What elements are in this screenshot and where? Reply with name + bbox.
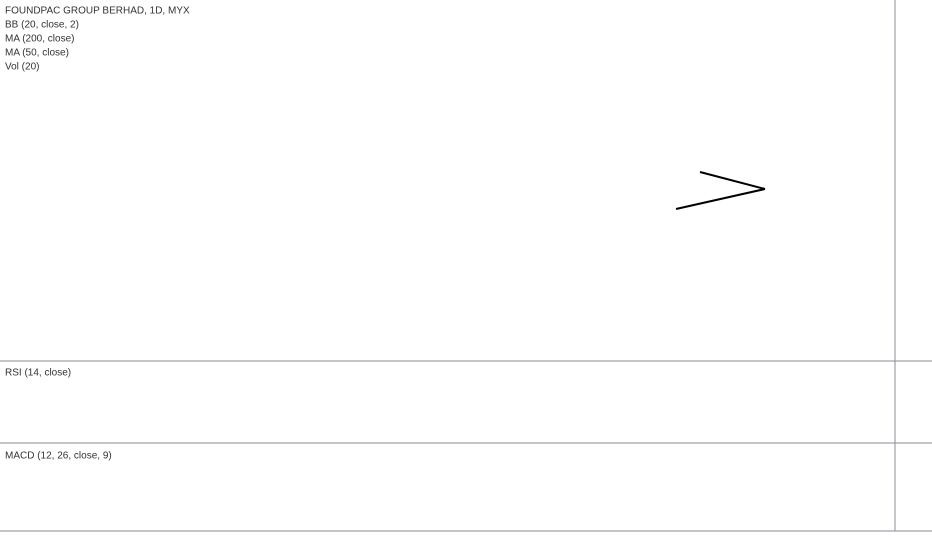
legend-entry: RSI (14, close): [5, 368, 71, 379]
legend-entry: MACD (12, 26, close, 9): [5, 451, 112, 462]
overlay-layer: FOUNDPAC GROUP BERHAD, 1D, MYX BB (20, c…: [0, 0, 932, 532]
pattern-line: [699, 171, 766, 190]
legend-entry: MA (50, close): [5, 48, 69, 59]
legend-entry: Vol (20): [5, 62, 39, 73]
legend-entry: BB (20, close, 2): [5, 20, 79, 31]
legend-entry: MA (200, close): [5, 34, 74, 45]
pattern-line: [675, 188, 766, 210]
chart-title: FOUNDPAC GROUP BERHAD, 1D, MYX: [5, 6, 190, 17]
